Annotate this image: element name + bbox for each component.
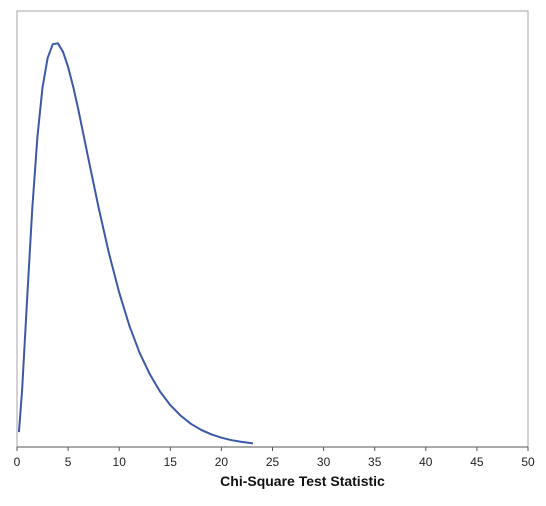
density-point — [77, 108, 80, 111]
x-tick-label: 15 — [164, 455, 178, 469]
density-point — [149, 373, 151, 376]
x-axis: 0 5 10 15 20 25 30 35 40 45 50 — [14, 446, 535, 469]
density-point — [159, 390, 162, 393]
density-point — [46, 56, 49, 59]
density-point — [62, 50, 64, 53]
density-point — [26, 296, 29, 299]
x-tick-label: 40 — [419, 455, 433, 469]
density-point — [87, 158, 90, 161]
density-point — [189, 422, 192, 425]
density-point — [18, 430, 20, 433]
density-point — [179, 414, 182, 417]
curve-layer — [18, 42, 254, 445]
plot-frame — [16, 10, 529, 448]
x-tick-label: 5 — [65, 455, 72, 469]
x-tick-label: 0 — [14, 455, 21, 469]
density-point — [251, 442, 254, 445]
x-tick-label: 10 — [113, 455, 127, 469]
density-curve — [18, 42, 254, 445]
density-point — [31, 207, 34, 210]
x-tick-label: 45 — [470, 455, 484, 469]
density-point — [210, 433, 213, 436]
density-point — [51, 43, 54, 46]
density-point — [118, 291, 121, 294]
density-point — [138, 351, 141, 354]
x-tick-label: 25 — [266, 455, 280, 469]
x-tick-label: 50 — [521, 455, 535, 469]
x-tick-label: 20 — [215, 455, 229, 469]
density-point — [128, 324, 131, 327]
density-point — [97, 207, 100, 210]
density-point — [21, 389, 23, 392]
density-point — [108, 252, 110, 255]
density-point — [230, 439, 233, 442]
x-axis-title: Chi-Square Test Statistic — [220, 473, 385, 489]
density-point — [36, 136, 39, 138]
x-tick-label: 35 — [368, 455, 382, 469]
density-point — [72, 85, 75, 88]
x-tick-label: 30 — [317, 455, 331, 469]
density-point — [200, 428, 202, 431]
density-point — [240, 441, 243, 443]
density-point — [169, 404, 172, 406]
density-point — [67, 66, 69, 68]
density-point — [220, 436, 223, 439]
density-point — [41, 86, 44, 89]
density-point — [57, 42, 59, 45]
